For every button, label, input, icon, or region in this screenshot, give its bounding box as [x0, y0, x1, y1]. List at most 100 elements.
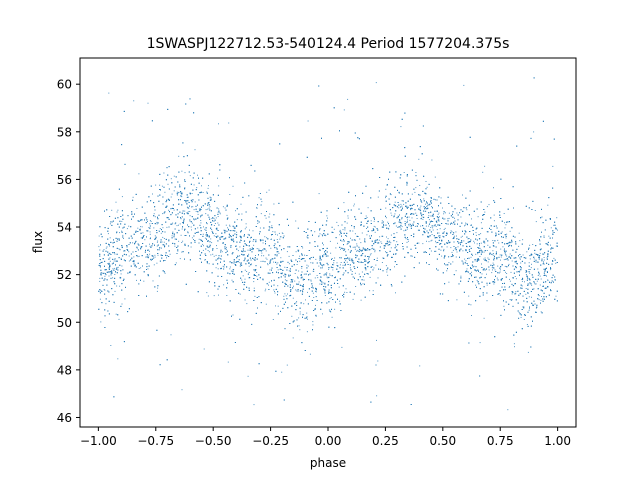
data-point	[374, 251, 376, 253]
data-point	[451, 251, 453, 253]
data-point	[179, 223, 181, 225]
data-point	[215, 267, 217, 269]
data-point	[529, 308, 530, 310]
data-point	[273, 289, 275, 291]
data-point	[108, 92, 110, 94]
data-point	[320, 280, 322, 282]
data-point	[324, 254, 326, 256]
data-point	[514, 346, 515, 348]
data-point	[529, 272, 531, 274]
data-point	[318, 265, 320, 267]
data-point	[195, 210, 197, 212]
data-point	[443, 231, 445, 233]
data-point	[505, 271, 506, 273]
data-point	[168, 209, 170, 211]
data-point	[441, 255, 443, 257]
data-point	[339, 234, 341, 236]
data-point	[329, 298, 331, 300]
data-point	[192, 206, 194, 208]
data-point	[149, 253, 151, 255]
data-point	[461, 235, 463, 237]
data-point	[189, 211, 191, 212]
data-point	[367, 207, 369, 209]
data-point	[351, 271, 353, 272]
data-point	[350, 237, 351, 239]
data-point	[298, 325, 300, 327]
data-point	[197, 213, 199, 215]
data-point	[387, 221, 389, 223]
data-point	[275, 233, 277, 235]
data-point	[498, 293, 500, 295]
data-point	[312, 324, 314, 326]
data-point	[140, 226, 142, 228]
data-point	[277, 285, 279, 287]
data-point	[396, 232, 398, 234]
data-point	[229, 194, 231, 195]
data-point	[107, 233, 109, 235]
data-point	[156, 241, 158, 243]
data-point	[499, 294, 501, 296]
data-point	[430, 250, 432, 252]
data-point	[147, 221, 148, 222]
data-point	[301, 267, 303, 269]
data-point	[518, 245, 520, 247]
data-point	[213, 217, 215, 219]
data-point	[250, 263, 252, 265]
data-point	[216, 245, 217, 247]
data-point	[543, 263, 545, 264]
data-point	[543, 253, 545, 255]
data-point	[444, 227, 446, 229]
data-point	[297, 249, 299, 251]
data-point	[410, 209, 412, 211]
data-point	[276, 263, 278, 265]
data-point	[372, 247, 374, 249]
data-point	[325, 235, 327, 237]
data-point	[141, 226, 143, 228]
data-point	[343, 202, 345, 204]
data-point	[152, 280, 154, 282]
data-point	[203, 245, 204, 247]
data-point	[362, 283, 364, 285]
data-point	[418, 223, 419, 225]
data-point	[109, 245, 111, 247]
data-point	[294, 280, 296, 282]
data-point	[122, 234, 124, 236]
data-point	[356, 250, 358, 252]
data-point	[347, 249, 349, 251]
data-point	[437, 224, 439, 225]
data-point	[163, 244, 165, 246]
data-point	[163, 241, 165, 243]
data-point	[146, 230, 148, 232]
data-point	[498, 272, 500, 274]
data-point	[438, 220, 440, 222]
data-point	[510, 242, 512, 244]
data-point	[539, 275, 541, 277]
data-point	[121, 265, 123, 267]
data-point	[244, 299, 246, 301]
data-point	[213, 225, 215, 226]
data-point	[288, 270, 290, 272]
data-point	[381, 220, 383, 222]
data-point	[448, 217, 450, 219]
data-point	[193, 209, 195, 211]
data-point	[500, 248, 502, 250]
data-point	[267, 264, 269, 266]
data-point	[104, 289, 106, 291]
data-point	[147, 268, 149, 270]
data-point	[394, 266, 395, 268]
data-point	[105, 247, 107, 249]
data-point	[193, 239, 194, 240]
data-point	[417, 229, 419, 231]
data-point	[355, 239, 356, 241]
data-point	[334, 308, 336, 310]
data-point	[349, 257, 351, 259]
data-point	[256, 207, 258, 209]
data-point	[448, 281, 450, 283]
data-point	[235, 245, 237, 247]
data-point	[482, 171, 484, 173]
data-point	[328, 309, 330, 311]
data-point	[99, 280, 101, 282]
data-point	[515, 262, 517, 264]
